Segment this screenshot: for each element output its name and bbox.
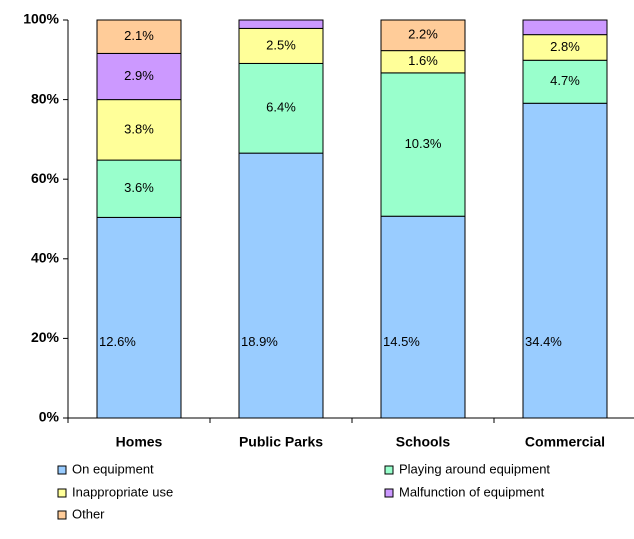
data-label: 3.8% [124, 121, 154, 136]
data-label: 3.6% [124, 180, 154, 195]
bar-segment [522, 34, 608, 61]
bar-segment [96, 19, 182, 54]
x-tick-label: Schools [396, 434, 451, 450]
legend-swatch [384, 465, 394, 475]
y-tick-label: 80% [31, 90, 60, 106]
y-tick-label: 60% [31, 170, 60, 186]
legend-label: Playing around equipment [399, 461, 550, 476]
bar-segment [380, 215, 466, 419]
data-label: 34.4% [525, 334, 562, 349]
bar-segment [238, 152, 324, 419]
x-tick-label: Commercial [525, 434, 605, 450]
y-tick-label: 0% [39, 409, 60, 425]
legend-label: Other [72, 506, 105, 521]
legend-swatch [57, 510, 67, 520]
bar-segment [522, 19, 608, 36]
legend-swatch [384, 488, 394, 498]
x-tick-label: Homes [116, 434, 163, 450]
y-tick-label: 100% [23, 11, 59, 27]
legend-label: Malfunction of equipment [399, 484, 545, 499]
y-tick-label: 40% [31, 250, 60, 266]
data-label: 4.7% [550, 73, 580, 88]
data-label: 14.5% [383, 334, 420, 349]
data-label: 18.9% [241, 334, 278, 349]
bar-segment [380, 19, 466, 52]
bar-segment [96, 159, 182, 218]
data-label: 1.6% [408, 53, 438, 68]
bar-segment [522, 102, 608, 419]
data-label: 10.3% [405, 136, 442, 151]
bar-segment [522, 59, 608, 104]
bar-segment [238, 27, 324, 64]
y-tick-label: 20% [31, 329, 60, 345]
legend-label: Inappropriate use [72, 484, 173, 499]
data-label: 2.8% [550, 39, 580, 54]
legend-swatch [57, 488, 67, 498]
data-label: 2.2% [408, 27, 438, 42]
data-label: 2.5% [266, 37, 296, 52]
x-tick-label: Public Parks [239, 434, 323, 450]
bar-segment [238, 62, 324, 154]
legend-swatch [57, 465, 67, 475]
data-label: 6.4% [266, 100, 296, 115]
data-label: 12.6% [99, 334, 136, 349]
bar-segment [380, 72, 466, 217]
bar-segment [96, 216, 182, 419]
data-label: 2.9% [124, 68, 154, 83]
legend-label: On equipment [72, 461, 154, 476]
data-label: 2.1% [124, 28, 154, 43]
bar-segment [238, 19, 324, 29]
